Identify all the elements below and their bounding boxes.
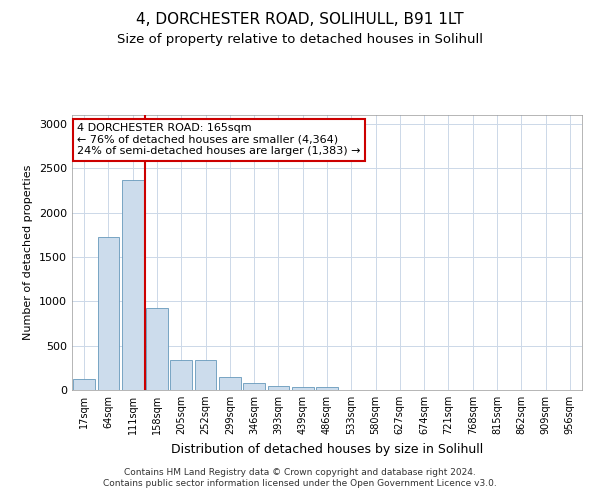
Text: Size of property relative to detached houses in Solihull: Size of property relative to detached ho… [117, 32, 483, 46]
Text: 4, DORCHESTER ROAD, SOLIHULL, B91 1LT: 4, DORCHESTER ROAD, SOLIHULL, B91 1LT [136, 12, 464, 28]
Text: 4 DORCHESTER ROAD: 165sqm
← 76% of detached houses are smaller (4,364)
24% of se: 4 DORCHESTER ROAD: 165sqm ← 76% of detac… [77, 123, 361, 156]
Bar [170, 360, 192, 390]
Bar [292, 387, 314, 390]
Bar [316, 388, 338, 390]
Bar [97, 236, 119, 390]
Bar [268, 386, 289, 390]
Bar [73, 380, 95, 390]
Bar [146, 308, 168, 390]
Text: Contains HM Land Registry data © Crown copyright and database right 2024.
Contai: Contains HM Land Registry data © Crown c… [103, 468, 497, 487]
Bar [194, 360, 217, 390]
Y-axis label: Number of detached properties: Number of detached properties [23, 165, 34, 340]
Bar [122, 180, 143, 390]
Bar [219, 376, 241, 390]
Bar [243, 383, 265, 390]
X-axis label: Distribution of detached houses by size in Solihull: Distribution of detached houses by size … [171, 442, 483, 456]
